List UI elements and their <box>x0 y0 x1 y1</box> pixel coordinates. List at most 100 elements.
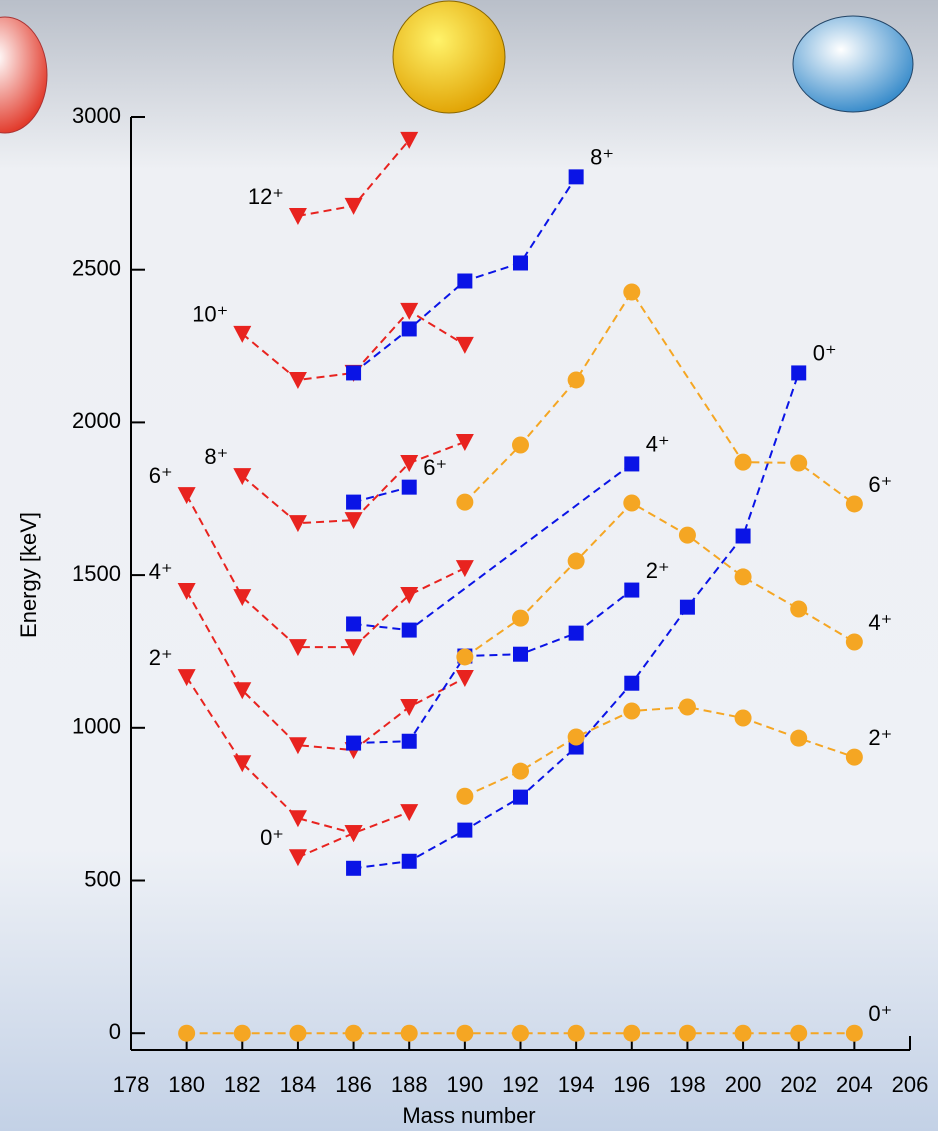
x-tick-label: 204 <box>836 1072 873 1097</box>
y-axis-title: Energy [keV] <box>16 512 41 638</box>
circle-marker <box>568 728 585 745</box>
square-marker <box>736 529 751 544</box>
circle-marker <box>735 454 752 471</box>
square-marker <box>624 676 639 691</box>
circle-marker <box>456 648 473 665</box>
circle-marker <box>512 1025 529 1042</box>
circle-marker <box>568 371 585 388</box>
circle-marker <box>790 730 807 747</box>
level-label: 8⁺ <box>204 444 228 469</box>
circle-marker <box>623 495 640 512</box>
y-tick-label: 1000 <box>72 714 121 739</box>
square-marker <box>402 854 417 869</box>
circle-marker <box>289 1025 306 1042</box>
level-label: 6⁺ <box>149 463 173 488</box>
square-marker <box>457 274 472 289</box>
circle-marker <box>679 699 696 716</box>
circle-marker <box>846 633 863 650</box>
circle-marker <box>512 610 529 627</box>
level-label: 6⁺ <box>423 455 447 480</box>
level-label: 0⁺ <box>868 1001 892 1026</box>
x-tick-label: 188 <box>391 1072 428 1097</box>
chart: Energy [keV] Mass number 178 180 182 184 186… <box>0 0 938 1131</box>
circle-marker <box>790 1025 807 1042</box>
y-tick-label: 3000 <box>72 103 121 128</box>
square-marker <box>346 861 361 876</box>
level-label: 6⁺ <box>868 472 892 497</box>
square-marker <box>569 626 584 641</box>
square-marker <box>346 365 361 380</box>
y-tick-label: 0 <box>109 1019 121 1044</box>
level-label: 10⁺ <box>192 302 228 327</box>
square-marker <box>402 734 417 749</box>
x-tick-label: 190 <box>446 1072 483 1097</box>
circle-marker <box>735 710 752 727</box>
circle-marker <box>790 455 807 472</box>
square-marker <box>791 365 806 380</box>
spherical-shape <box>393 1 505 113</box>
circle-marker <box>456 494 473 511</box>
circle-marker <box>512 437 529 454</box>
square-marker <box>569 169 584 184</box>
circle-marker <box>623 283 640 300</box>
circle-marker <box>623 703 640 720</box>
x-tick-label: 194 <box>558 1072 595 1097</box>
circle-marker <box>456 1025 473 1042</box>
level-label: 0⁺ <box>260 825 284 850</box>
x-tick-label: 178 <box>113 1072 150 1097</box>
y-tick-label: 2000 <box>72 408 121 433</box>
level-label: 12⁺ <box>248 184 284 209</box>
square-marker <box>624 456 639 471</box>
circle-marker <box>178 1025 195 1042</box>
circle-marker <box>234 1025 251 1042</box>
circle-marker <box>790 601 807 618</box>
circle-marker <box>679 527 696 544</box>
circle-marker <box>623 1025 640 1042</box>
level-label: 0⁺ <box>813 341 837 366</box>
square-marker <box>346 616 361 631</box>
circle-marker <box>735 568 752 585</box>
x-tick-label: 196 <box>613 1072 650 1097</box>
circle-marker <box>846 749 863 766</box>
circle-marker <box>456 788 473 805</box>
level-label: 8⁺ <box>590 145 614 170</box>
square-marker <box>402 321 417 336</box>
circle-marker <box>846 1025 863 1042</box>
x-tick-label: 206 <box>892 1072 929 1097</box>
circle-marker <box>568 1025 585 1042</box>
y-tick-label: 1500 <box>72 561 121 586</box>
x-tick-label: 182 <box>224 1072 261 1097</box>
level-label: 2⁺ <box>149 645 173 670</box>
x-axis-title: Mass number <box>402 1103 535 1128</box>
y-tick-label: 500 <box>84 866 121 891</box>
square-marker <box>513 647 528 662</box>
circle-marker <box>735 1025 752 1042</box>
x-tick-label: 180 <box>168 1072 205 1097</box>
square-marker <box>346 736 361 751</box>
y-tick-label: 2500 <box>72 256 121 281</box>
level-label: 2⁺ <box>868 725 892 750</box>
x-tick-label: 184 <box>280 1072 317 1097</box>
square-marker <box>402 623 417 638</box>
circle-marker <box>401 1025 418 1042</box>
square-marker <box>680 600 695 615</box>
circle-marker <box>568 553 585 570</box>
x-tick-label: 202 <box>780 1072 817 1097</box>
oblate-shape <box>793 16 913 112</box>
square-marker <box>624 583 639 598</box>
x-tick-label: 192 <box>502 1072 539 1097</box>
level-label: 4⁺ <box>646 432 670 457</box>
square-marker <box>513 790 528 805</box>
square-marker <box>513 255 528 270</box>
circle-marker <box>679 1025 696 1042</box>
circle-marker <box>846 495 863 512</box>
level-label: 2⁺ <box>646 558 670 583</box>
circle-marker <box>345 1025 362 1042</box>
square-marker <box>346 495 361 510</box>
level-label: 4⁺ <box>149 559 173 584</box>
level-label: 4⁺ <box>868 610 892 635</box>
circle-marker <box>512 763 529 780</box>
square-marker <box>402 480 417 495</box>
x-tick-label: 186 <box>335 1072 372 1097</box>
x-tick-label: 198 <box>669 1072 706 1097</box>
